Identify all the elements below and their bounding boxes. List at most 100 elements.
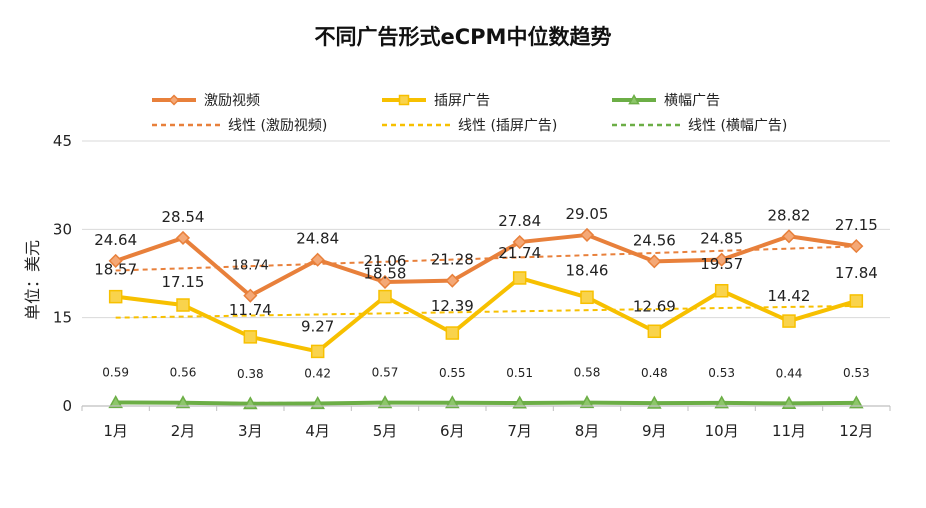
series-0-point xyxy=(175,230,191,245)
data-label: 24.64 xyxy=(94,231,137,249)
x-tick-label: 6月 xyxy=(440,422,465,440)
series-0-point xyxy=(714,252,729,267)
data-label: 18.46 xyxy=(566,261,609,279)
series-0-point xyxy=(781,229,797,244)
series-2-point xyxy=(445,395,460,409)
y-tick-label: 30 xyxy=(53,220,72,238)
data-label: 24.56 xyxy=(633,231,676,249)
trendline-0 xyxy=(115,245,857,272)
data-label: 27.15 xyxy=(835,216,878,234)
data-label: 18.74 xyxy=(232,259,269,274)
series-1-point xyxy=(243,330,258,344)
legend-trend-label: 线性 (激励视频) xyxy=(228,117,327,134)
data-label: 28.54 xyxy=(162,208,205,226)
legend-trend-label: 线性 (横幅广告) xyxy=(688,118,787,134)
data-label: 17.15 xyxy=(162,273,205,291)
series-1-point xyxy=(176,298,190,312)
x-tick-label: 3月 xyxy=(238,422,263,440)
series-0-point xyxy=(512,234,527,250)
series-2-point xyxy=(647,395,662,409)
x-tick-label: 1月 xyxy=(103,422,128,440)
legend-trend-label: 线性 (插屏广告) xyxy=(458,118,557,134)
data-label: 24.85 xyxy=(700,230,743,248)
x-tick-label: 12月 xyxy=(839,422,873,440)
data-labels: 24.64 28.54 18.74 24.84 21.06 21.28 27.84 29.05… xyxy=(94,205,878,381)
legend-marker-2 xyxy=(628,93,640,105)
data-label: 12.69 xyxy=(633,297,676,315)
data-label: 21.06 xyxy=(364,252,407,270)
data-label: 17.84 xyxy=(835,264,878,282)
data-label: 14.42 xyxy=(768,287,811,305)
x-tick-label: 2月 xyxy=(171,422,196,440)
x-tick-label: 10月 xyxy=(705,422,739,440)
series-0-point xyxy=(243,288,258,303)
series-1-point xyxy=(512,271,527,285)
series-0-point xyxy=(647,254,662,269)
data-label: 21.28 xyxy=(431,251,474,269)
data-label: 0.59 xyxy=(102,366,129,380)
x-tick-label: 5月 xyxy=(373,422,398,440)
series-0-point xyxy=(310,252,325,267)
data-label: 0.53 xyxy=(843,366,870,380)
x-tick-label: 7月 xyxy=(507,422,532,440)
axes: 0 15 30 45 1月 2月 3月 4月 5月 6月 7月 8月 9月 10月 11月 12月 xyxy=(53,132,891,440)
data-label: 18.58 xyxy=(364,265,407,283)
legend-label: 横幅广告 xyxy=(664,93,720,109)
data-label: 9.27 xyxy=(301,317,334,335)
series-0-point xyxy=(108,253,123,268)
series-1-point xyxy=(108,289,123,304)
trendline-1 xyxy=(115,304,857,319)
x-tick-label: 8月 xyxy=(575,422,600,440)
data-label: 0.56 xyxy=(170,366,197,380)
x-tick-label: 9月 xyxy=(642,422,667,440)
chart-title: 不同广告形式eCPM中位数趋势 xyxy=(315,25,612,49)
data-label: 28.82 xyxy=(768,206,811,224)
y-tick-label: 15 xyxy=(53,309,72,327)
series-1-point xyxy=(714,284,729,298)
data-label: 0.57 xyxy=(372,366,399,380)
data-label: 24.84 xyxy=(296,230,339,248)
series-line-1 xyxy=(115,275,857,354)
data-label: 27.84 xyxy=(498,212,541,230)
series-2-point xyxy=(175,395,191,409)
series-line-2 xyxy=(115,400,857,406)
data-label: 12.39 xyxy=(431,297,474,315)
data-label: 18.57 xyxy=(94,261,137,279)
series-markers xyxy=(108,227,864,410)
data-label: 11.74 xyxy=(229,301,272,319)
x-tick-label: 4月 xyxy=(305,422,330,440)
series-2-point xyxy=(714,395,729,409)
series-0-point xyxy=(445,273,460,288)
y-axis-label: 单位：美元 xyxy=(23,240,42,320)
y-tick-label: 0 xyxy=(62,397,72,415)
x-tick-label: 11月 xyxy=(772,422,806,440)
series-1-point xyxy=(310,344,325,359)
data-label: 0.38 xyxy=(237,367,264,381)
series-2-point xyxy=(579,395,595,409)
series-1-point xyxy=(580,290,594,305)
series-line-0 xyxy=(115,232,857,298)
legend-marker-1 xyxy=(398,94,410,106)
data-label: 0.44 xyxy=(776,366,803,380)
series-1-point xyxy=(378,289,392,304)
series-0-point xyxy=(377,274,393,290)
data-label: 0.58 xyxy=(574,366,601,380)
data-label: 29.05 xyxy=(566,205,609,223)
series-2-point xyxy=(849,395,864,409)
series-1-point xyxy=(782,314,796,328)
series-2-point xyxy=(512,395,527,409)
legend-marker-0 xyxy=(168,94,180,106)
series-1-point xyxy=(849,294,864,308)
series-1-point xyxy=(445,326,460,340)
data-label: 0.48 xyxy=(641,366,668,380)
y-tick-label: 45 xyxy=(53,132,72,150)
data-label: 0.55 xyxy=(439,366,466,380)
gridlines xyxy=(82,140,890,319)
series-1-point xyxy=(647,324,662,339)
legend-label: 激励视频 xyxy=(204,92,260,109)
legend-label: 插屏广告 xyxy=(434,93,490,109)
data-label: 19.57 xyxy=(700,255,743,273)
